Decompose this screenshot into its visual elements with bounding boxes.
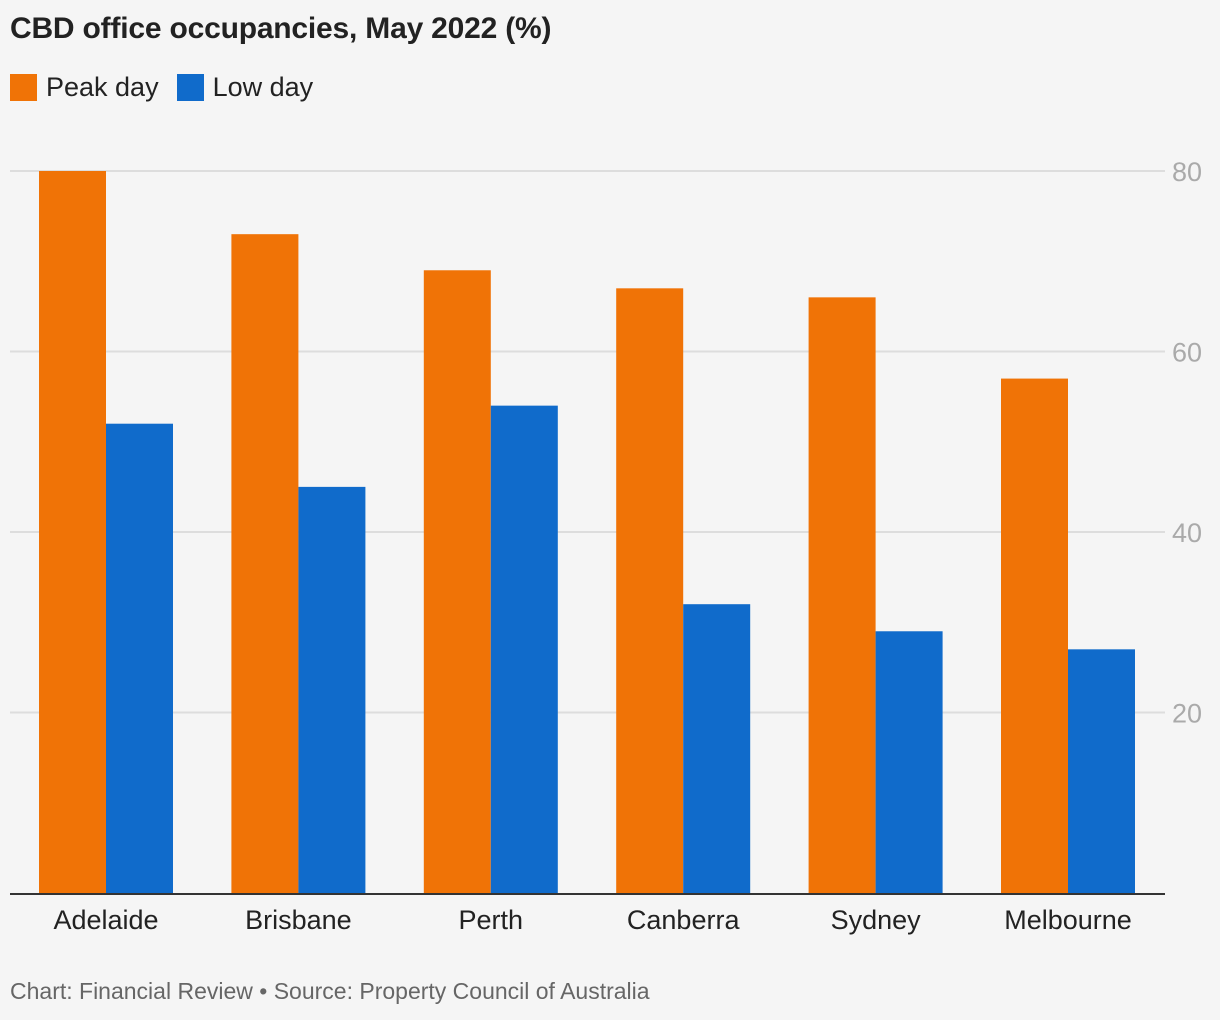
bar-peak-perth <box>423 270 491 893</box>
y-tick-label-80: 80 <box>1172 157 1202 187</box>
legend-label-peak-day: Peak day <box>46 72 159 102</box>
bar-peak-canberra <box>616 288 684 893</box>
x-tick-label-sydney: Sydney <box>831 905 922 935</box>
bar-peak-brisbane <box>231 234 299 894</box>
y-tick-label-40: 40 <box>1172 518 1202 548</box>
legend: Peak day Low day <box>10 72 331 103</box>
bar-low-perth <box>490 405 558 893</box>
chart-title: CBD office occupancies, May 2022 (%) <box>10 12 552 45</box>
bar-low-brisbane <box>298 486 366 893</box>
legend-swatch-peak-day <box>10 74 37 101</box>
bar-low-sydney <box>875 631 943 893</box>
y-tick-label-60: 60 <box>1172 338 1202 368</box>
y-tick-label-20: 20 <box>1172 699 1202 729</box>
legend-item-low-day: Low day <box>176 72 314 103</box>
legend-item-peak-day: Peak day <box>10 72 159 103</box>
x-tick-label-canberra: Canberra <box>627 905 741 935</box>
bar-peak-sydney <box>808 297 876 894</box>
bar-low-melbourne <box>1068 649 1135 893</box>
legend-label-low-day: Low day <box>212 72 314 102</box>
bar-peak-melbourne <box>1001 378 1068 893</box>
x-tick-label-perth: Perth <box>459 905 524 935</box>
bar-low-canberra <box>683 604 751 893</box>
legend-swatch-low-day <box>176 74 204 101</box>
bar-peak-adelaide <box>39 171 106 893</box>
x-tick-label-brisbane: Brisbane <box>245 905 352 935</box>
x-tick-label-adelaide: Adelaide <box>53 905 158 935</box>
bar-low-adelaide <box>106 423 173 893</box>
chart-footer: Chart: Financial Review • Source: Proper… <box>10 978 650 1004</box>
x-tick-label-melbourne: Melbourne <box>1004 905 1132 935</box>
